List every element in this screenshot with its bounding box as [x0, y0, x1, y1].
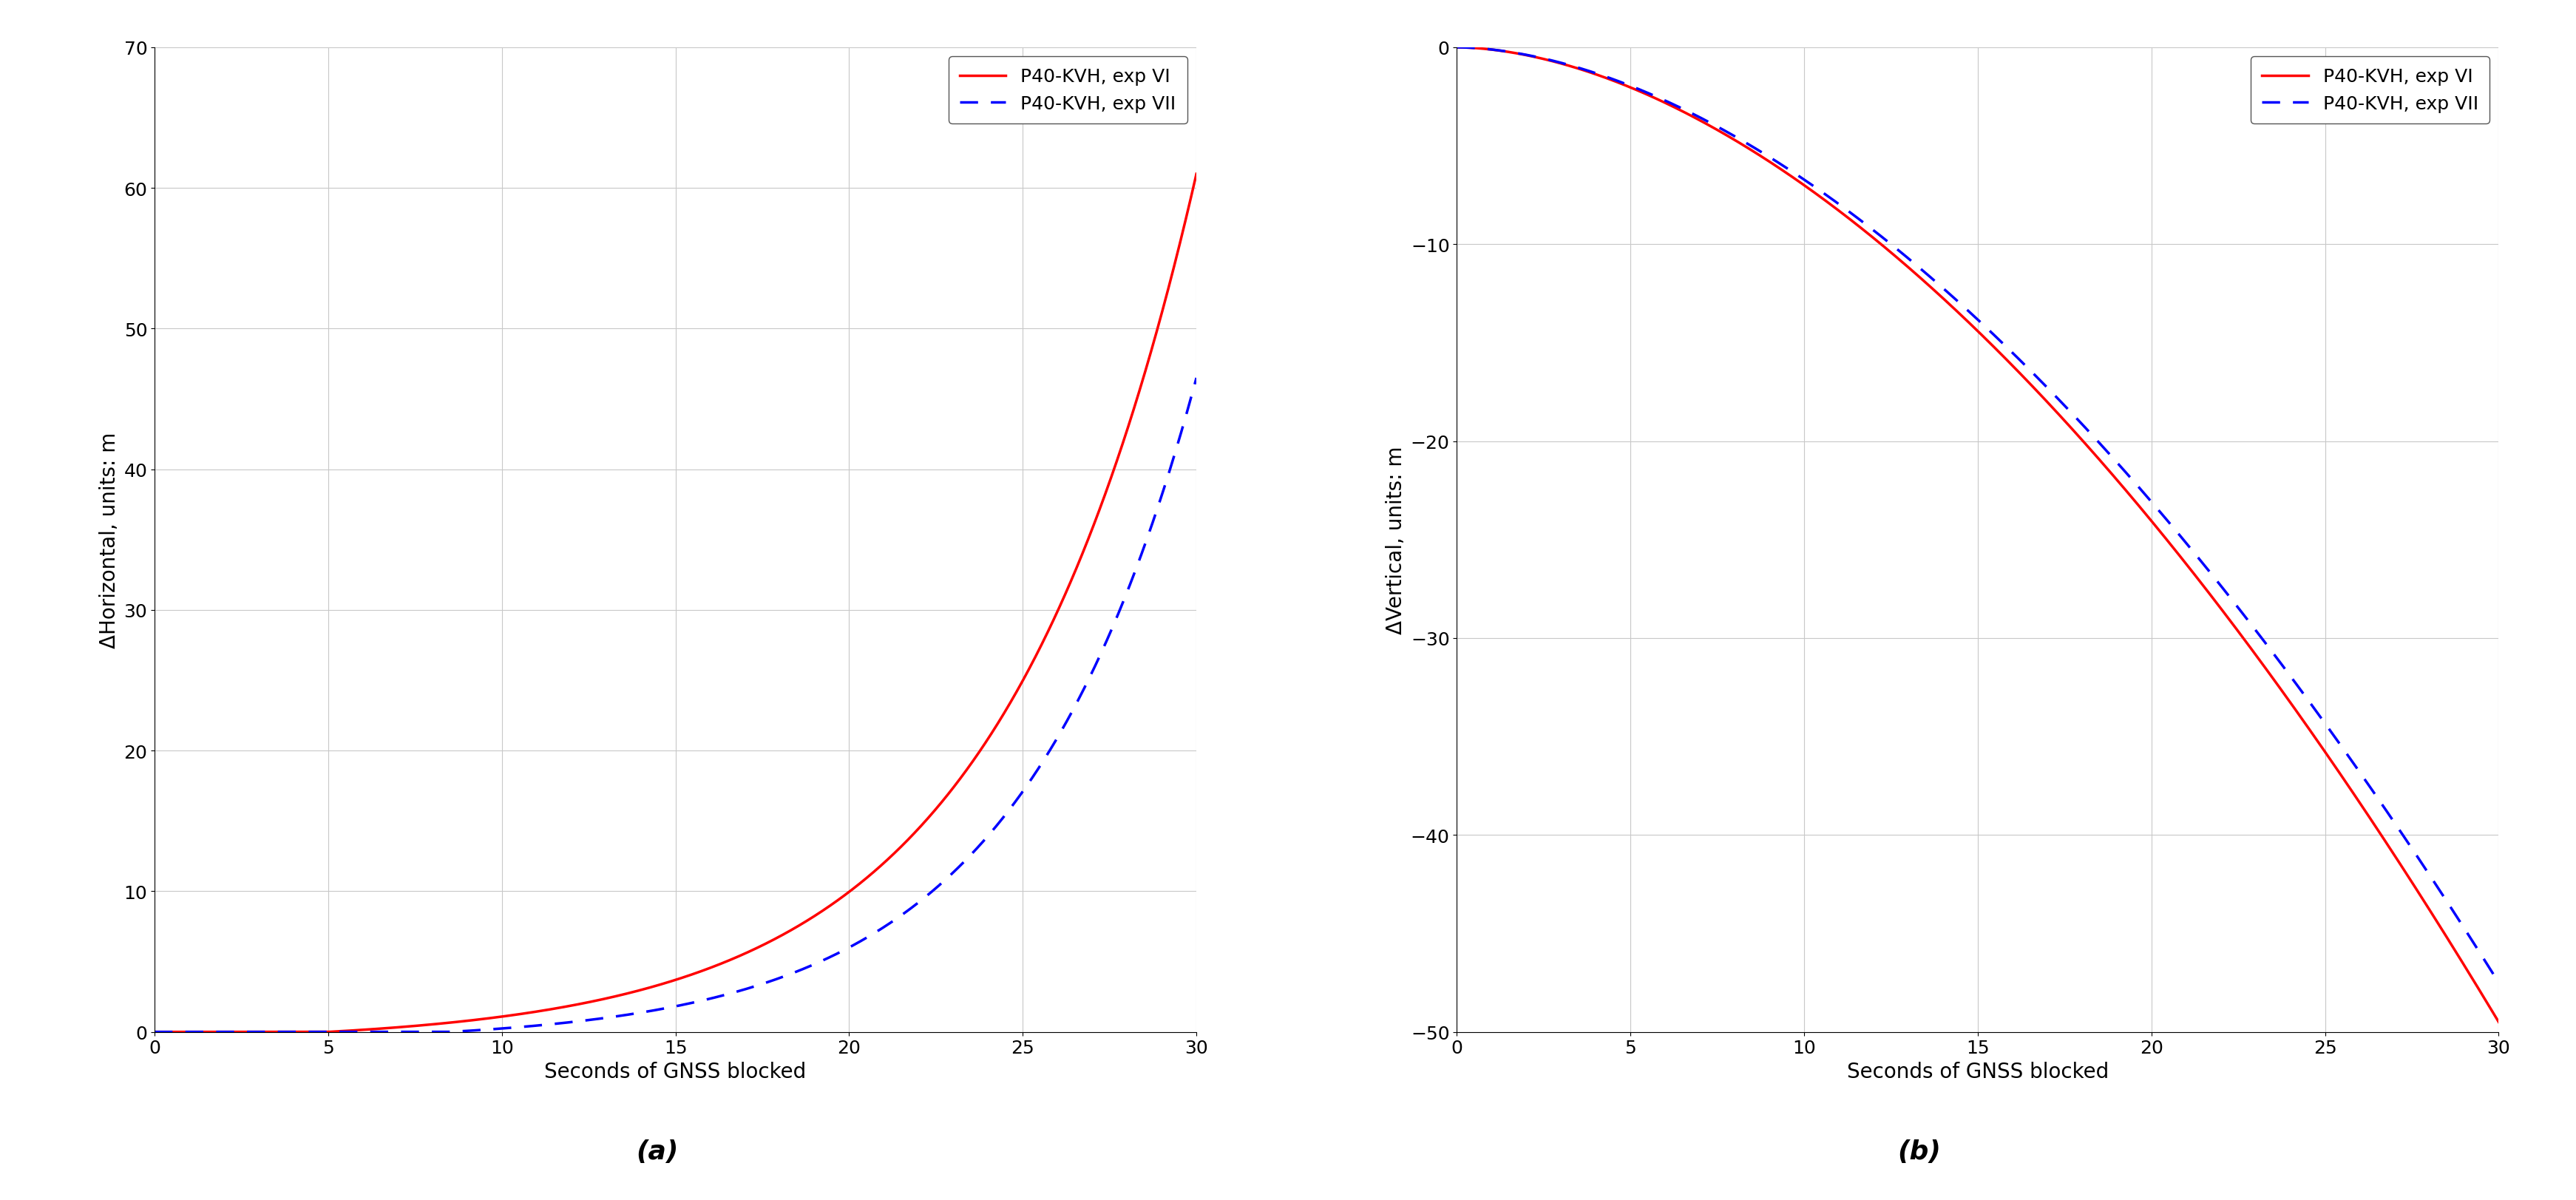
P40-KVH, exp VI — [958, 751, 989, 766]
Line: P40-KVH, exp VII: P40-KVH, exp VII — [1458, 48, 2499, 983]
P40-KVH, exp VI — [1151, 290, 1182, 305]
P40-KVH, exp VII — [1151, 476, 1182, 491]
P40-KVH, exp VII — [2262, 652, 2293, 666]
P40-KVH, exp VI — [618, 985, 649, 1000]
P40-KVH, exp VII — [2452, 928, 2483, 942]
Line: P40-KVH, exp VI: P40-KVH, exp VI — [155, 174, 1195, 1032]
P40-KVH, exp VII — [1151, 475, 1182, 490]
P40-KVH, exp VII — [1443, 41, 1473, 55]
P40-KVH, exp VI — [2262, 677, 2293, 691]
P40-KVH, exp VII — [618, 1007, 649, 1021]
X-axis label: Seconds of GNSS blocked: Seconds of GNSS blocked — [544, 1061, 806, 1081]
P40-KVH, exp VI — [193, 1025, 224, 1039]
P40-KVH, exp VI — [139, 1025, 170, 1039]
P40-KVH, exp VI — [647, 977, 677, 991]
P40-KVH, exp VI — [1443, 41, 1473, 55]
P40-KVH, exp VII — [2452, 928, 2483, 942]
P40-KVH, exp VI — [1180, 167, 1211, 181]
P40-KVH, exp VII — [1494, 46, 1525, 60]
P40-KVH, exp VI — [2483, 1015, 2514, 1030]
P40-KVH, exp VII — [193, 1025, 224, 1039]
Legend: P40-KVH, exp VI, P40-KVH, exp VII: P40-KVH, exp VI, P40-KVH, exp VII — [948, 58, 1188, 124]
P40-KVH, exp VI — [2452, 965, 2483, 979]
P40-KVH, exp VI — [1947, 311, 1978, 325]
P40-KVH, exp VII — [2483, 976, 2514, 990]
Line: P40-KVH, exp VII: P40-KVH, exp VII — [155, 378, 1195, 1032]
Y-axis label: ΔVertical, units: m: ΔVertical, units: m — [1386, 446, 1406, 634]
P40-KVH, exp VI — [1919, 286, 1950, 300]
P40-KVH, exp VI — [2452, 965, 2483, 979]
P40-KVH, exp VII — [139, 1025, 170, 1039]
P40-KVH, exp VII — [1919, 275, 1950, 289]
Y-axis label: ΔHorizontal, units: m: ΔHorizontal, units: m — [98, 432, 118, 648]
Line: P40-KVH, exp VI: P40-KVH, exp VI — [1458, 48, 2499, 1022]
Text: (a): (a) — [636, 1139, 677, 1164]
P40-KVH, exp VII — [647, 1002, 677, 1016]
Text: (b): (b) — [1899, 1139, 1940, 1164]
P40-KVH, exp VII — [1947, 300, 1978, 314]
X-axis label: Seconds of GNSS blocked: Seconds of GNSS blocked — [1847, 1061, 2110, 1081]
Legend: P40-KVH, exp VI, P40-KVH, exp VII: P40-KVH, exp VI, P40-KVH, exp VII — [2251, 58, 2488, 124]
P40-KVH, exp VII — [958, 844, 989, 858]
P40-KVH, exp VI — [1151, 292, 1182, 306]
P40-KVH, exp VI — [1494, 46, 1525, 60]
P40-KVH, exp VII — [1180, 371, 1211, 385]
